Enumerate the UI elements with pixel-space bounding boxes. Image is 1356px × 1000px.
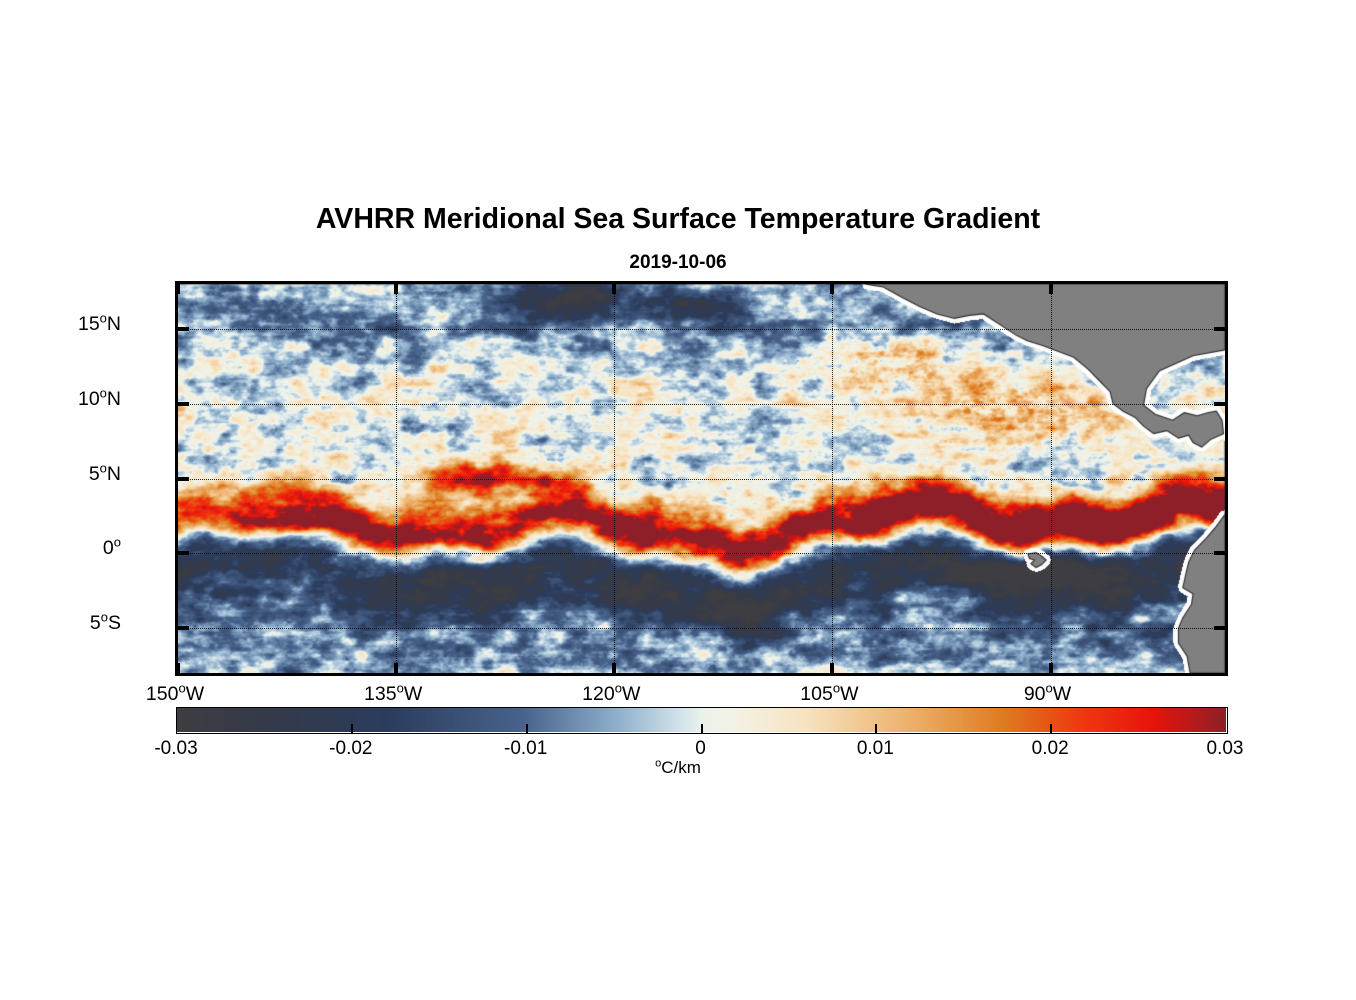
- x-tick-bottom: [394, 663, 399, 673]
- x-tick-label-135°W: 135oW: [364, 680, 423, 706]
- colorbar-tick-label-0.02: 0.02: [1031, 738, 1069, 759]
- x-tick-bottom: [830, 663, 835, 673]
- y-tick-right: [1214, 401, 1225, 406]
- x-tick-label-120°W: 120oW: [582, 680, 641, 706]
- x-tick-label-150°W: 150oW: [145, 680, 205, 706]
- colorbar-tick: [350, 724, 353, 733]
- y-tick-label-10°N: 10oN: [77, 385, 121, 410]
- colorbar-unit-label: oC/km: [655, 757, 701, 777]
- colorbar-tick-label--0.02: -0.02: [329, 738, 373, 759]
- y-tick-right: [1214, 326, 1225, 331]
- colorbar-tick: [1050, 724, 1053, 733]
- y-tick-right: [1214, 551, 1225, 556]
- x-tick-label-105°W: 105oW: [800, 680, 859, 706]
- x-tick-bottom: [612, 663, 617, 673]
- figure-subtitle: 2019-10-06: [629, 252, 727, 273]
- y-tick-label-15°N: 15oN: [77, 310, 121, 335]
- y-tick-label-0°: 0o: [102, 534, 121, 560]
- colorbar-tick: [700, 724, 703, 733]
- x-tick-bottom: [176, 663, 180, 673]
- y-tick-right: [1214, 476, 1225, 481]
- y-tick-label-5°S: 5oS: [89, 609, 121, 635]
- colorbar-tick-label--0.03: -0.03: [154, 738, 198, 759]
- sst-gradient-heatmap: [178, 284, 1225, 673]
- y-tick-left: [178, 476, 189, 481]
- x-tick-top: [612, 284, 617, 294]
- colorbar-tick-label-0.01: 0.01: [856, 738, 894, 759]
- x-tick-bottom: [1048, 663, 1053, 673]
- x-tick-top: [830, 284, 835, 294]
- x-tick-top: [176, 284, 180, 294]
- colorbar-tick: [875, 724, 878, 733]
- y-tick-left: [178, 626, 189, 631]
- colorbar-tick-label--0.01: -0.01: [504, 738, 548, 759]
- colorbar-tick-label-0.03: 0.03: [1206, 738, 1244, 759]
- x-tick-top: [1048, 284, 1053, 294]
- y-tick-right: [1214, 626, 1225, 631]
- x-tick-label-90°W: 90oW: [1023, 680, 1072, 706]
- x-tick-top: [394, 284, 399, 294]
- y-tick-label-5°N: 5oN: [88, 460, 121, 485]
- y-tick-left: [178, 401, 189, 406]
- colorbar-tick: [525, 724, 528, 733]
- colorbar: [176, 707, 1228, 734]
- page-title: AVHRR Meridional Sea Surface Temperature…: [315, 203, 1041, 235]
- map-axes: [175, 281, 1228, 676]
- y-tick-left: [178, 551, 189, 556]
- y-tick-left: [178, 326, 189, 331]
- colorbar-tick-label-0: 0: [695, 738, 706, 759]
